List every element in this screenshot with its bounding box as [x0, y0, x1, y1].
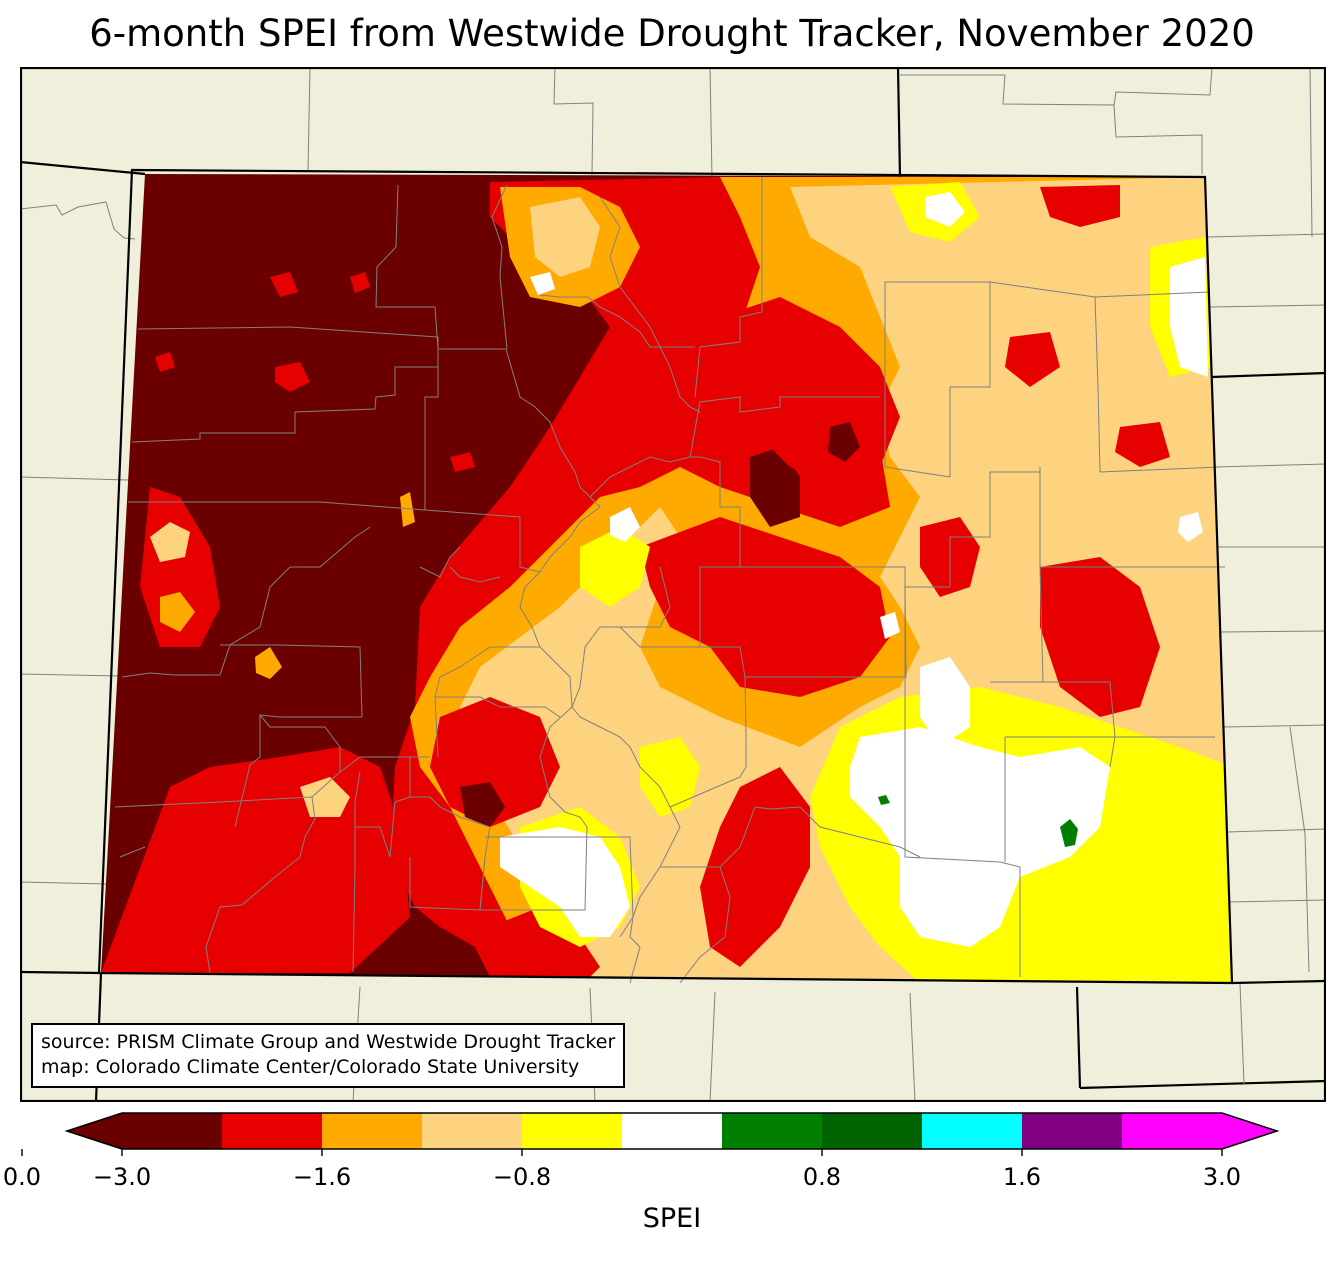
colorbar-swatch	[722, 1113, 823, 1149]
colorbar-tick-label: −1.6	[293, 1163, 351, 1191]
colorbar-swatch	[222, 1113, 323, 1149]
colorbar-tick-label: 0.0	[3, 1163, 41, 1191]
colorbar-tick-label: 3.0	[1203, 1163, 1241, 1191]
map-credit-line: map: Colorado Climate Center/Colorado St…	[41, 1056, 580, 1078]
colorbar-ticks: −3.0 −1.6 −0.8 0.0 0.8 1.6 3.0	[3, 1149, 1241, 1191]
colorbar-swatch	[322, 1113, 423, 1149]
neighbor-state-lines	[20, 67, 1326, 1102]
colorbar-tick-label: 1.6	[1003, 1163, 1041, 1191]
source-line: source: PRISM Climate Group and Westwide…	[41, 1031, 616, 1053]
colorbar-swatch	[422, 1113, 523, 1149]
colorbar-swatch	[622, 1113, 723, 1149]
colorbar-swatches	[64, 1112, 1280, 1150]
page-title: 6-month SPEI from Westwide Drought Track…	[89, 12, 1255, 55]
colorbar-swatch	[922, 1113, 1023, 1149]
colorbar-label: SPEI	[642, 1203, 702, 1234]
spei-field	[101, 174, 1232, 983]
colorbar-tick-label: 0.8	[803, 1163, 841, 1191]
colorbar-swatch	[1022, 1113, 1123, 1149]
source-attribution: source: PRISM Climate Group and Westwide…	[31, 1023, 626, 1088]
colorbar: −3.0 −1.6 −0.8 0.0 0.8 1.6 3.0	[3, 1112, 1280, 1191]
colorbar-tick-label: −0.8	[493, 1163, 551, 1191]
colorbar-swatch	[1122, 1113, 1223, 1149]
colorbar-swatch	[822, 1113, 923, 1149]
colorbar-swatch	[122, 1113, 223, 1149]
colorbar-extend-low	[67, 1113, 122, 1149]
colorado-border	[97, 168, 1234, 985]
colorbar-extend-high	[1222, 1113, 1277, 1149]
map-frame[interactable]	[20, 67, 1326, 1102]
colorado-county-lines	[114, 177, 1225, 984]
colorbar-tick-label: −3.0	[93, 1163, 151, 1191]
colorbar-swatch	[522, 1113, 623, 1149]
map-border	[20, 67, 1326, 1102]
